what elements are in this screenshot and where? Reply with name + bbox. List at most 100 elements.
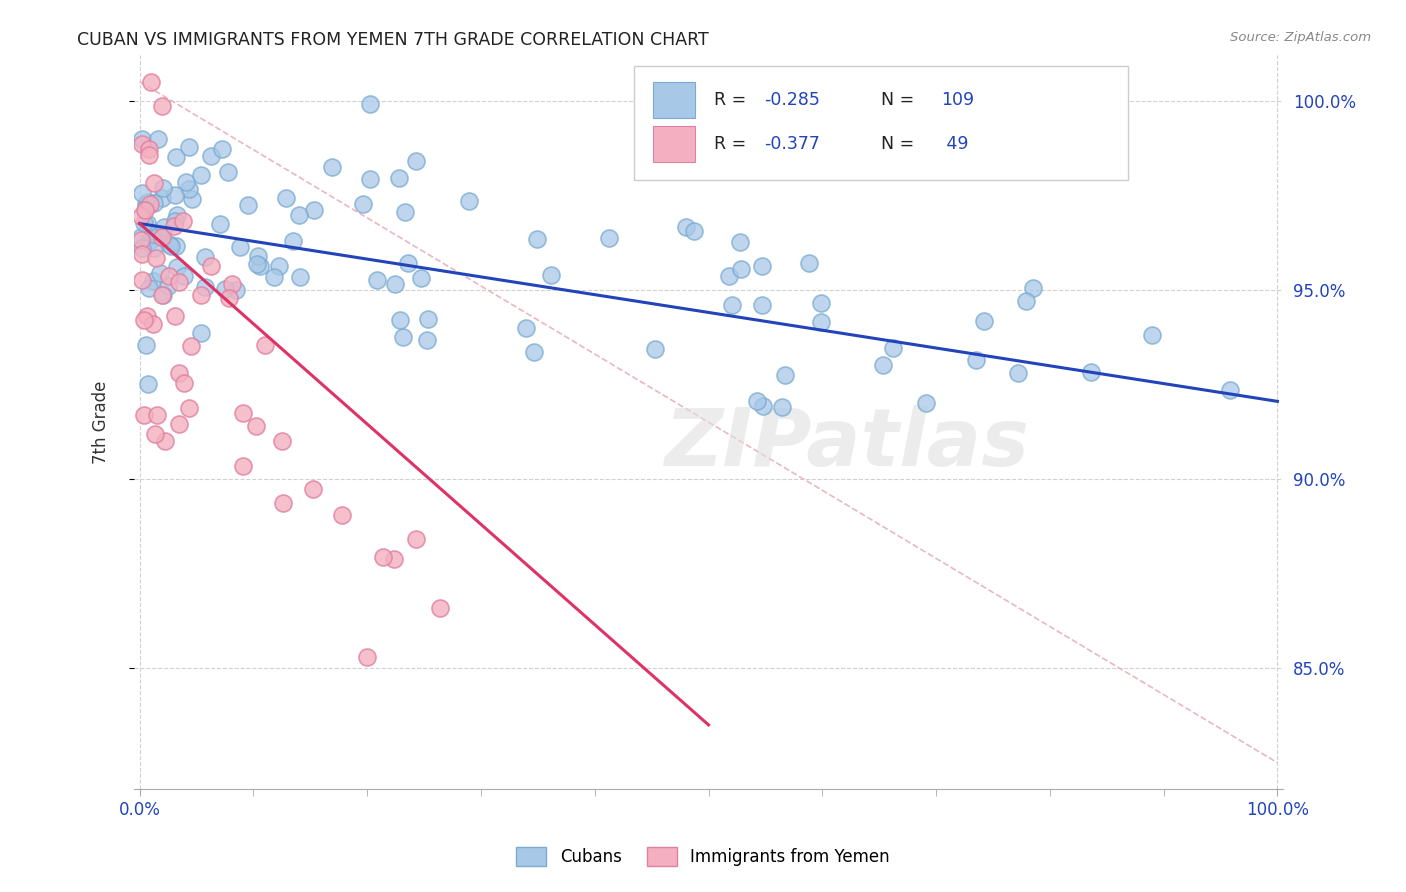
Point [150, 99, 173, 113]
Point [245, 419, 267, 434]
Text: N =: N = [882, 91, 920, 109]
Point [139, 75, 162, 89]
Point [247, 249, 270, 263]
Point [136, 309, 159, 323]
Point [263, 270, 285, 285]
Point [150, 288, 173, 302]
Point [132, 409, 155, 423]
Point [751, 399, 773, 413]
Text: R =: R = [714, 135, 752, 153]
Point [131, 273, 153, 287]
FancyBboxPatch shape [634, 66, 1128, 180]
Point [143, 427, 166, 442]
Text: Source: ZipAtlas.com: Source: ZipAtlas.com [1230, 31, 1371, 45]
Text: CUBAN VS IMMIGRANTS FROM YEMEN 7TH GRADE CORRELATION CHART: CUBAN VS IMMIGRANTS FROM YEMEN 7TH GRADE… [77, 31, 709, 49]
Point [143, 196, 166, 211]
Point [682, 224, 704, 238]
Point [152, 181, 174, 195]
Point [138, 234, 160, 248]
Point [388, 171, 411, 186]
FancyBboxPatch shape [654, 82, 695, 118]
Point [172, 214, 194, 228]
Point [211, 142, 233, 156]
Point [179, 140, 201, 154]
Point [371, 549, 394, 564]
Point [1007, 367, 1029, 381]
Point [751, 298, 773, 312]
Point [304, 202, 326, 217]
Point [129, 233, 152, 247]
Point [149, 267, 172, 281]
Point [217, 165, 239, 179]
Point [131, 137, 153, 152]
Point [973, 314, 995, 328]
Point [145, 251, 167, 265]
Point [391, 330, 413, 344]
Point [134, 203, 156, 218]
Point [405, 532, 427, 546]
Point [157, 269, 180, 284]
Point [405, 154, 427, 169]
Point [167, 417, 190, 432]
Point [352, 196, 374, 211]
Point [415, 333, 437, 347]
Point [288, 208, 311, 222]
Point [359, 97, 381, 112]
Point [131, 241, 153, 255]
Point [174, 175, 197, 189]
Point [131, 210, 153, 224]
Point [132, 216, 155, 230]
Point [730, 262, 752, 277]
Point [384, 277, 406, 291]
Point [225, 283, 247, 297]
Point [773, 368, 796, 382]
Point [135, 200, 157, 214]
Point [359, 172, 381, 186]
Point [143, 177, 166, 191]
Point [751, 259, 773, 273]
Point [146, 132, 169, 146]
Point [136, 216, 159, 230]
Point [163, 219, 186, 234]
Point [965, 352, 987, 367]
Point [129, 230, 152, 244]
Point [246, 256, 269, 270]
Point [232, 406, 254, 420]
Point [418, 312, 440, 326]
Point [180, 339, 202, 353]
Point [810, 315, 832, 329]
Point [214, 282, 236, 296]
Point [150, 229, 173, 244]
Point [131, 246, 153, 260]
Point [190, 326, 212, 340]
Point [145, 409, 167, 423]
Point [872, 358, 894, 372]
Point [721, 298, 744, 312]
Point [190, 287, 212, 301]
Point [321, 161, 343, 175]
Text: ZIPatlas: ZIPatlas [664, 405, 1029, 483]
Y-axis label: 7th Grade: 7th Grade [93, 381, 110, 464]
Point [271, 434, 294, 449]
Point [135, 196, 157, 211]
Point [190, 169, 212, 183]
Point [523, 344, 546, 359]
Point [138, 148, 160, 162]
Point [271, 496, 294, 510]
Point [768, 149, 790, 163]
Point [644, 342, 666, 356]
Point [142, 227, 165, 241]
Point [135, 338, 157, 352]
Point [200, 259, 222, 273]
Point [131, 132, 153, 146]
Point [1142, 328, 1164, 343]
Point [882, 341, 904, 355]
Point [366, 273, 388, 287]
Point [134, 313, 156, 327]
Point [515, 320, 537, 334]
Point [356, 650, 378, 665]
Point [200, 148, 222, 162]
Point [409, 271, 432, 285]
Point [1219, 383, 1241, 397]
Point [221, 277, 243, 291]
